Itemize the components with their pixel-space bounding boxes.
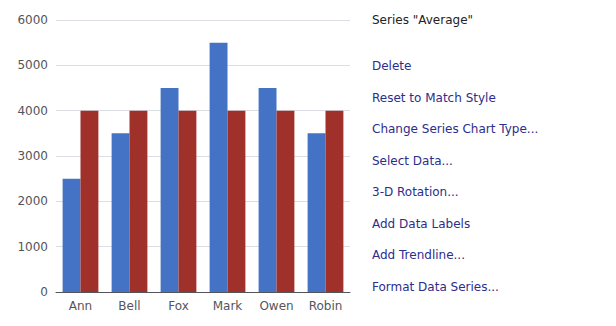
svg-text:Format Data Series...: Format Data Series... — [372, 280, 499, 294]
svg-text:Robin: Robin — [309, 299, 343, 313]
svg-text:Change Series Chart Type...: Change Series Chart Type... — [372, 122, 538, 136]
svg-text:Reset to Match Style: Reset to Match Style — [372, 91, 496, 105]
svg-text:2000: 2000 — [17, 194, 48, 208]
svg-text:1000: 1000 — [17, 240, 48, 254]
svg-text:0: 0 — [40, 285, 48, 299]
svg-text:Mark: Mark — [213, 299, 243, 313]
svg-text:Select Data...: Select Data... — [372, 154, 453, 168]
svg-text:4000: 4000 — [17, 104, 48, 118]
svg-text:Fox: Fox — [168, 299, 189, 313]
svg-text:3-D Rotation...: 3-D Rotation... — [372, 185, 459, 199]
svg-text:3000: 3000 — [17, 149, 48, 163]
svg-text:Delete: Delete — [372, 59, 411, 73]
svg-text:Ann: Ann — [69, 299, 92, 313]
svg-text:Bell: Bell — [118, 299, 140, 313]
svg-text:Add Trendline...: Add Trendline... — [372, 248, 465, 262]
svg-text:5000: 5000 — [17, 58, 48, 72]
svg-text:Owen: Owen — [259, 299, 293, 313]
svg-text:Add Data Labels: Add Data Labels — [372, 217, 470, 231]
svg-text:Series "Average": Series "Average" — [372, 13, 473, 27]
svg-text:6000: 6000 — [17, 13, 48, 27]
